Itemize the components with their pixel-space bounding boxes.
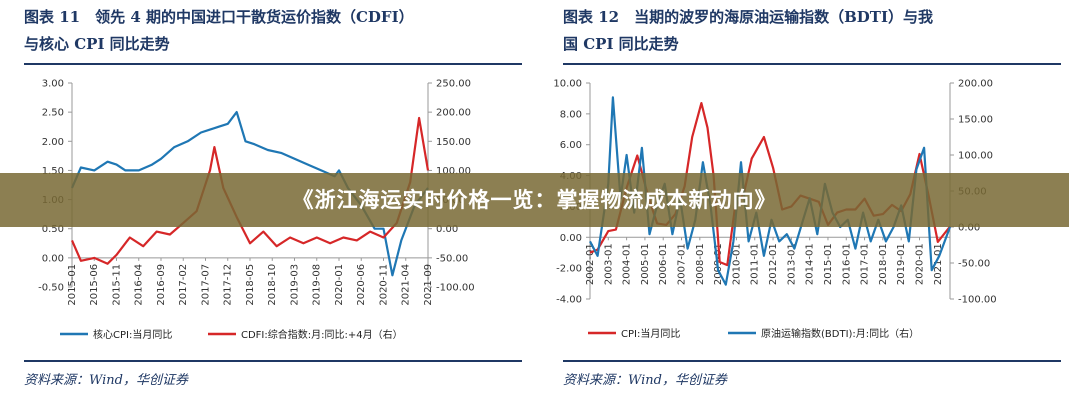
right-tick-label: 0.00 xyxy=(958,223,980,234)
x-tick-label: 2017-12 xyxy=(223,264,234,306)
legend-label: CDFI:综合指数:月:同比:+4月（右） xyxy=(241,328,403,341)
right-tick-label: 200.00 xyxy=(436,108,471,119)
right-tick-label: 150.00 xyxy=(436,137,471,148)
legend-label: CPI:当月同比 xyxy=(621,327,680,340)
headline-banner: 《浙江海运实时价格一览：掌握物流成本新动向》 xyxy=(0,173,1069,227)
x-tick-label: 2012-01 xyxy=(768,243,779,285)
x-tick-label: 2019-08 xyxy=(312,264,323,306)
left-tick-label: 0.50 xyxy=(42,224,64,235)
chart-title-left-line1: 图表 11 领先 4 期的中国进口干散货运价指数（CDFI） xyxy=(24,8,414,26)
x-tick-label: 2011-01 xyxy=(750,243,761,285)
x-tick-label: 2017-02 xyxy=(178,264,189,306)
x-tick-label: 2014-01 xyxy=(805,243,816,285)
left-tick-label: 3.00 xyxy=(42,79,64,90)
legend-label: 核心CPI:当月同比 xyxy=(93,328,172,341)
right-tick-label: -100.00 xyxy=(436,283,475,294)
x-tick-label: 2006-01 xyxy=(658,243,669,285)
x-tick-label: 2016-04 xyxy=(134,264,145,306)
right-tick-label: -50.00 xyxy=(436,253,468,264)
left-tick-label: 6.00 xyxy=(560,140,582,151)
x-tick-label: 2017-01 xyxy=(860,243,871,285)
left-tick-label: -2.00 xyxy=(556,264,582,275)
x-tick-label: 2018-05 xyxy=(245,264,256,306)
x-tick-label: 2013-01 xyxy=(786,243,797,285)
x-tick-label: 2016-01 xyxy=(841,243,852,285)
x-tick-label: 2002-01 xyxy=(585,243,596,285)
x-tick-label: 2019-01 xyxy=(896,243,907,285)
left-tick-label: 0.00 xyxy=(42,253,64,264)
left-tick-label: 0.00 xyxy=(560,233,582,244)
series-line-1 xyxy=(70,116,430,265)
x-tick-label: 2017-07 xyxy=(201,264,212,306)
chart-title-left-line2: 与核心 CPI 同比走势 xyxy=(24,35,170,53)
x-tick-label: 2019-03 xyxy=(290,264,301,306)
chart-title-right-line1: 图表 12 当期的波罗的海原油运输指数（BDTI）与我 xyxy=(563,8,933,26)
chart-title-right-line2: 国 CPI 同比走势 xyxy=(563,35,679,53)
chart-title-right: 图表 12 当期的波罗的海原油运输指数（BDTI）与我 国 CPI 同比走势 xyxy=(563,4,1063,58)
right-tick-label: -50.00 xyxy=(958,259,990,270)
x-tick-label: 2018-10 xyxy=(267,264,278,306)
left-tick-label: 2.00 xyxy=(42,137,64,148)
x-tick-label: 2016-09 xyxy=(156,264,167,306)
x-tick-label: 2021-09 xyxy=(423,264,434,306)
x-tick-label: 2020-01 xyxy=(914,243,925,285)
x-tick-label: 2021-01 xyxy=(933,243,944,285)
x-tick-label: 2020-06 xyxy=(356,264,367,306)
x-tick-label: 2015-01 xyxy=(823,243,834,285)
right-tick-label: 100.00 xyxy=(958,151,993,162)
x-tick-label: 2004-01 xyxy=(622,243,633,285)
x-tick-label: 2005-01 xyxy=(640,243,651,285)
left-tick-label: 2.50 xyxy=(42,108,64,119)
left-tick-label: 1.50 xyxy=(42,166,64,177)
right-tick-label: -100.00 xyxy=(958,295,997,306)
x-tick-label: 2020-11 xyxy=(379,264,390,306)
left-tick-label: 8.00 xyxy=(560,109,582,120)
right-tick-label: 250.00 xyxy=(436,79,471,90)
title-separator-left xyxy=(24,63,522,65)
source-right: 资料来源：Wind，华创证券 xyxy=(563,373,727,388)
x-tick-label: 2008-01 xyxy=(695,243,706,285)
source-separator-left xyxy=(24,360,522,362)
x-tick-label: 2003-01 xyxy=(603,243,614,285)
x-tick-label: 2015-06 xyxy=(89,264,100,306)
right-tick-label: 100.00 xyxy=(436,166,471,177)
left-tick-label: -4.00 xyxy=(556,295,582,306)
right-chart-panel: 图表 12 当期的波罗的海原油运输指数（BDTI）与我 国 CPI 同比走势 1… xyxy=(539,0,1069,400)
x-tick-label: 2020-01 xyxy=(334,264,345,306)
source-left: 资料来源：Wind，华创证券 xyxy=(24,373,188,388)
x-tick-label: 2015-01 xyxy=(67,264,78,306)
headline-text[interactable]: 《浙江海运实时价格一览：掌握物流成本新动向》 xyxy=(292,188,777,212)
title-separator-right xyxy=(563,63,1061,65)
chart-title-left: 图表 11 领先 4 期的中国进口干散货运价指数（CDFI） 与核心 CPI 同… xyxy=(24,4,524,58)
x-tick-label: 2018-01 xyxy=(878,243,889,285)
x-tick-label: 2009-01 xyxy=(713,243,724,285)
x-tick-label: 2007-01 xyxy=(677,243,688,285)
x-tick-label: 2021-04 xyxy=(401,264,412,306)
right-tick-label: 150.00 xyxy=(958,115,993,126)
left-tick-label: 10.00 xyxy=(553,79,582,90)
source-separator-right xyxy=(563,360,1061,362)
x-tick-label: 2010-01 xyxy=(731,243,742,285)
right-tick-label: 0.00 xyxy=(436,224,458,235)
left-tick-label: -0.50 xyxy=(38,283,64,294)
x-tick-label: 2015-11 xyxy=(112,264,123,306)
right-tick-label: 200.00 xyxy=(958,79,993,90)
legend-label: 原油运输指数(BDTI):月:同比（右） xyxy=(761,327,919,340)
